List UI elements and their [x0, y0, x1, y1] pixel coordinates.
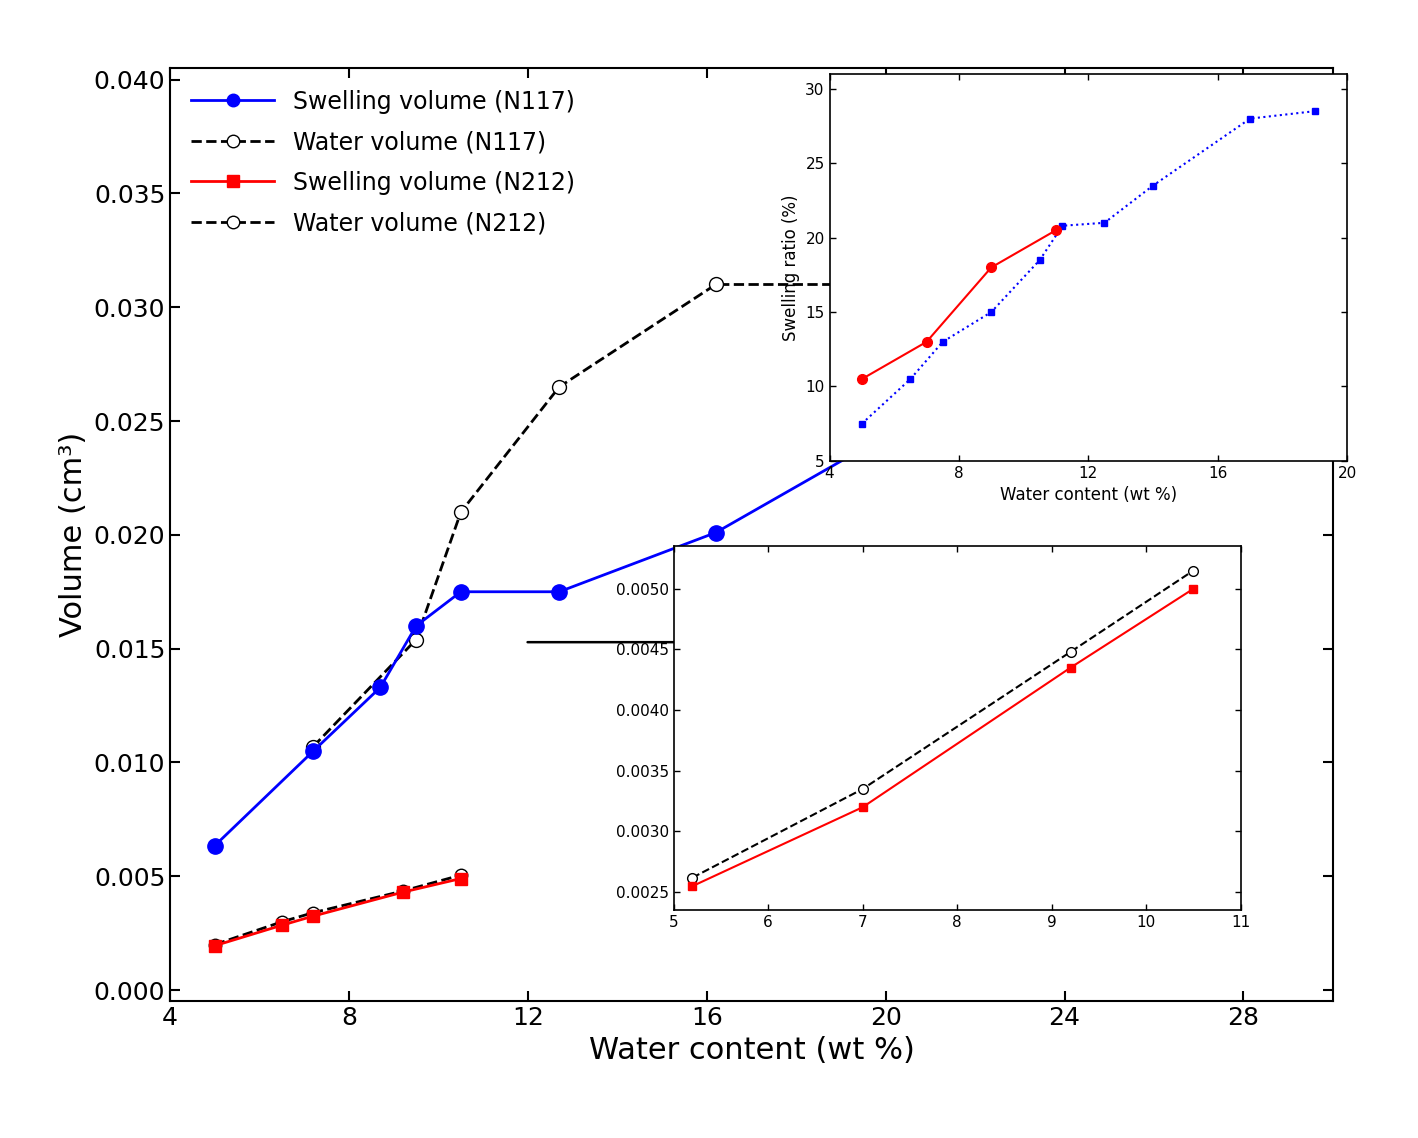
Y-axis label: Volume (cm³): Volume (cm³) — [60, 432, 88, 637]
Legend: Swelling volume (N117), Water volume (N117), Swelling volume (N212), Water volum: Swelling volume (N117), Water volume (N1… — [182, 80, 584, 245]
X-axis label: Water content (wt %): Water content (wt %) — [588, 1036, 915, 1065]
Y-axis label: Swelling ratio (%): Swelling ratio (%) — [781, 195, 800, 340]
X-axis label: Water content (wt %): Water content (wt %) — [1000, 486, 1177, 504]
